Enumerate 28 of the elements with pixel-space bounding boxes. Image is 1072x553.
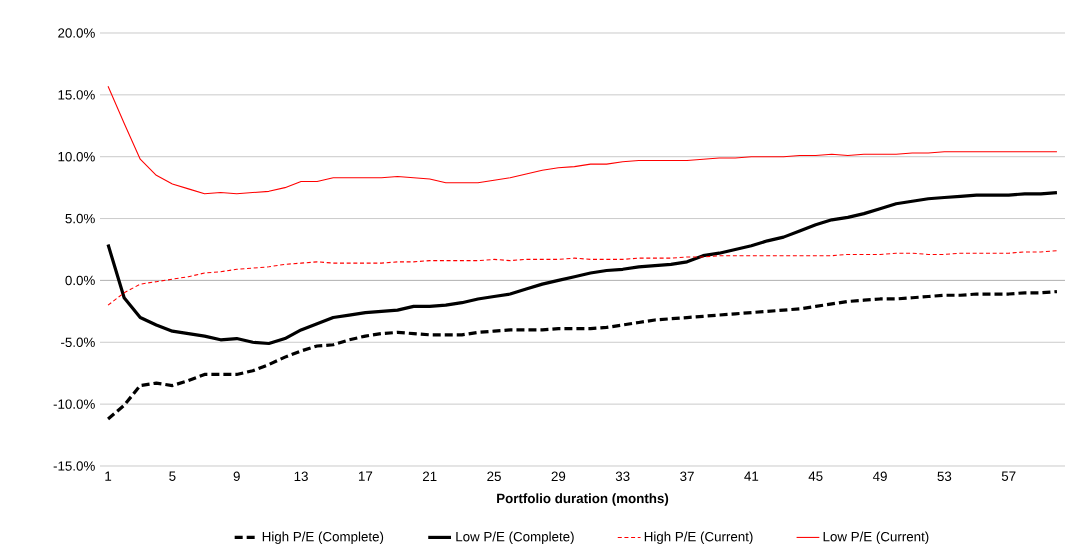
legend-label: Low P/E (Complete) (456, 531, 574, 545)
x-tick-label: 1 (105, 471, 112, 481)
x-tick-label: 45 (808, 471, 823, 481)
y-tick-label: 10.0% (58, 151, 95, 162)
y-tick-label: 20.0% (58, 28, 95, 38)
x-axis-title: Portfolio duration (months) (497, 493, 669, 506)
legend-label: High P/E (Current) (644, 531, 753, 545)
y-tick-label: 15.0% (58, 90, 95, 100)
y-tick-label: 0.0% (65, 275, 95, 286)
legend-label: High P/E (Complete) (262, 531, 384, 545)
x-tick-label: 49 (872, 471, 887, 482)
x-tick-label: 53 (937, 471, 952, 482)
x-tick-label: 25 (487, 471, 501, 482)
y-tick-label: 5.0% (65, 213, 95, 224)
x-tick-label: 13 (294, 471, 308, 482)
y-tick-label: -15.0% (53, 461, 95, 471)
x-tick-label: 33 (615, 471, 630, 482)
x-tick-label: 29 (551, 471, 566, 482)
x-tick-label: 37 (680, 471, 694, 482)
x-tick-label: 21 (422, 471, 437, 481)
x-tick-label: 17 (358, 471, 373, 481)
x-tick-label: 57 (1001, 471, 1016, 481)
y-tick-label: -5.0% (61, 337, 95, 347)
x-tick-label: 9 (233, 471, 240, 482)
x-tick-label: 41 (744, 471, 759, 481)
x-tick-label: 5 (169, 471, 176, 481)
legend-label: Low P/E (Current) (823, 531, 929, 545)
y-tick-label: -10.0% (53, 399, 95, 409)
